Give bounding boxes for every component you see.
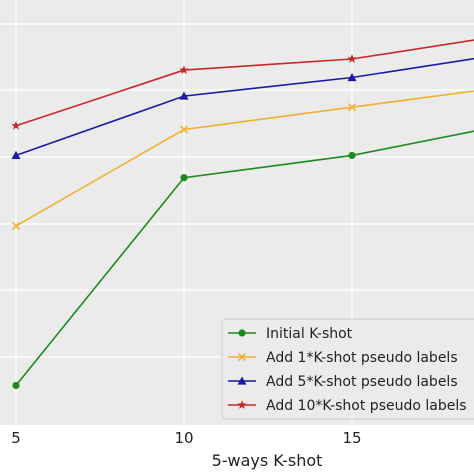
legend-box [221,318,474,420]
x-tick-label: 5 [11,429,21,447]
data-point-star [11,120,21,130]
series-markers [11,54,357,390]
data-point-circle [12,381,20,390]
data-point-circle [348,151,356,160]
legend-label: Add 1*K-shot pseudo labels [266,350,458,366]
data-point-circle [180,174,188,182]
data-point-x [179,125,189,134]
data-point-star [237,400,247,409]
series-lines [15,39,474,386]
data-point-x [11,221,21,230]
data-point-x [347,103,357,112]
data-point-circle [238,329,246,337]
legend-label: Initial K-shot [266,326,353,342]
legend-label: Add 5*K-shot pseudo labels [266,374,458,390]
data-point-star [179,65,189,74]
series-line [15,130,474,386]
data-point-x [237,352,247,362]
x-tick-label: 10 [174,429,193,447]
data-point-triangle [347,73,357,82]
series-line [15,39,474,127]
grid-lines [0,0,474,425]
data-point-triangle [179,91,189,100]
data-point-star [347,54,357,63]
data-point-triangle [237,376,247,385]
x-tick-label: 15 [342,429,361,447]
series-line [15,90,474,227]
legend: Initial K-shot Add 1*K-shot pseudo labels… [221,318,474,420]
x-axis-label: 5-ways K-shot [212,451,323,470]
data-point-triangle [11,150,21,160]
x-axis-ticks: 5 10 15 [11,429,361,447]
legend-label: Add 10*K-shot pseudo labels [266,398,467,414]
series-line [15,57,474,157]
